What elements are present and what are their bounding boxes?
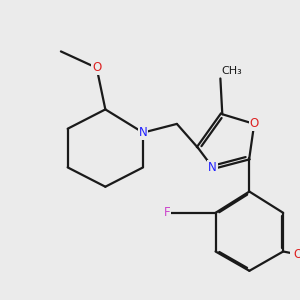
Text: F: F: [164, 206, 170, 219]
Text: N: N: [139, 126, 147, 139]
Text: N: N: [208, 161, 217, 174]
Text: O: O: [293, 248, 300, 261]
Text: O: O: [250, 117, 259, 130]
Text: O: O: [92, 61, 101, 74]
Text: CH₃: CH₃: [222, 66, 243, 76]
